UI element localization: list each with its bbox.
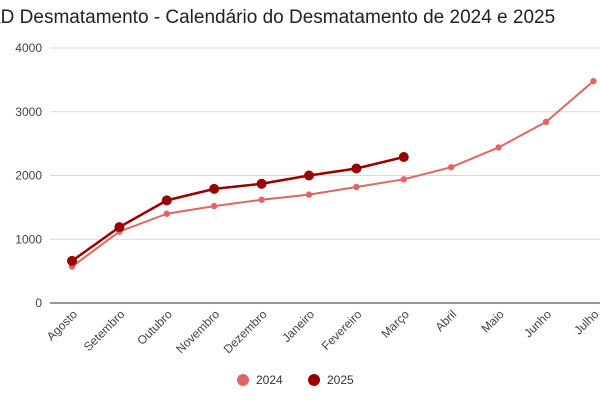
data-point-2025: [398, 152, 409, 163]
x-tick-label: Maio: [478, 307, 507, 336]
data-point-2024: [495, 144, 502, 151]
x-tick-label: Setembro: [81, 307, 128, 354]
data-point-2025: [67, 255, 77, 266]
data-point-2024: [353, 183, 360, 191]
x-tick-label: Outubro: [134, 307, 175, 348]
x-tick-label: Julho: [571, 307, 600, 337]
x-tick-label: Junho: [521, 307, 554, 340]
data-point-2025: [114, 222, 125, 233]
data-point-2024: [163, 210, 170, 217]
x-tick-label: Março: [378, 307, 412, 341]
data-point-2025: [161, 195, 172, 206]
data-point-2025: [209, 183, 220, 194]
data-point-2024: [305, 191, 313, 198]
data-point-2024: [211, 202, 218, 210]
y-tick-label: 2000: [15, 169, 42, 183]
legend-marker-2024: [237, 374, 249, 386]
x-tick-label: Dezembro: [221, 307, 270, 356]
series-line-2024: [71, 80, 595, 268]
data-point-2024: [542, 118, 550, 126]
y-tick-label: 0: [35, 296, 42, 310]
y-tick-label: 3000: [15, 105, 42, 119]
legend-marker-2025: [308, 374, 320, 386]
data-point-2025: [351, 163, 362, 174]
data-point-2024: [448, 164, 455, 171]
data-point-2024: [258, 196, 265, 203]
data-point-2025: [256, 178, 267, 189]
x-tick-label: Janeiro: [279, 307, 317, 345]
legend-label-2024: 2024: [256, 373, 283, 387]
legend-label-2025: 2025: [327, 373, 354, 387]
y-tick-label: 1000: [15, 232, 42, 246]
y-tick-label: 4000: [15, 41, 42, 55]
x-tick-label: Abril: [432, 307, 459, 334]
data-point-2025: [304, 170, 314, 181]
x-tick-label: Novembro: [173, 307, 222, 356]
series-line-2025: [71, 155, 405, 262]
x-tick-label: Agosto: [44, 307, 81, 344]
chart-title: AD Desmatamento - Calendário do Desmatam…: [0, 7, 556, 28]
x-tick-label: Fevereiro: [319, 307, 365, 353]
data-point-2024: [590, 77, 597, 85]
data-point-2024: [400, 176, 407, 183]
